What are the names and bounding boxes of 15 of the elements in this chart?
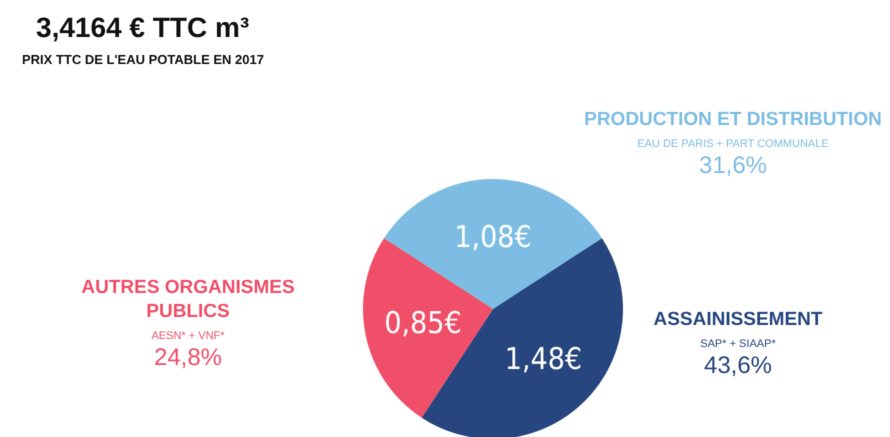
- text: 24,8%: [152, 344, 224, 372]
- text: EAU DE PARIS + PART COMMUNALE: [636, 138, 830, 150]
- data-label: 1,08€: [454, 220, 532, 255]
- data-label: 1,48€: [504, 342, 582, 378]
- slice-label: ASSAINISSEMENT: [652, 308, 824, 332]
- data-label: 0,85€: [384, 306, 462, 342]
- text: 31,6%: [698, 152, 768, 180]
- text: SAP* + SIAAP*: [699, 338, 777, 350]
- text: 43,6%: [702, 352, 774, 380]
- slice-label: PRODUCTION ET DISTRIBUTION: [583, 108, 883, 132]
- chart-title: 3,4164 € TTC m³: [36, 12, 250, 44]
- chart-subtitle: PRIX TTC DE L'EAU POTABLE EN 2017: [22, 52, 264, 67]
- pie-slice: [384, 179, 602, 309]
- text: AESN* + VNF*: [150, 330, 226, 342]
- slice-label: AUTRES ORGANISMES PUBLICS: [80, 276, 296, 324]
